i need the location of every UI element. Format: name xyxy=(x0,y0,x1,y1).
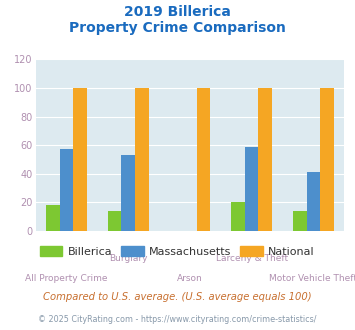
Bar xyxy=(197,88,210,231)
Bar xyxy=(293,211,307,231)
Bar xyxy=(231,202,245,231)
Bar xyxy=(60,149,73,231)
Text: Compared to U.S. average. (U.S. average equals 100): Compared to U.S. average. (U.S. average … xyxy=(43,292,312,302)
Bar xyxy=(46,205,60,231)
Text: All Property Crime: All Property Crime xyxy=(25,274,108,283)
Text: 2019 Billerica: 2019 Billerica xyxy=(124,5,231,19)
Bar xyxy=(307,172,320,231)
Bar xyxy=(121,155,135,231)
Bar xyxy=(245,147,258,231)
Text: Motor Vehicle Theft: Motor Vehicle Theft xyxy=(269,274,355,283)
Legend: Billerica, Massachusetts, National: Billerica, Massachusetts, National xyxy=(36,242,319,261)
Bar xyxy=(320,88,334,231)
Bar xyxy=(135,88,148,231)
Text: © 2025 CityRating.com - https://www.cityrating.com/crime-statistics/: © 2025 CityRating.com - https://www.city… xyxy=(38,315,317,324)
Text: Burglary: Burglary xyxy=(109,254,147,263)
Text: Arson: Arson xyxy=(177,274,203,283)
Bar xyxy=(258,88,272,231)
Bar xyxy=(73,88,87,231)
Text: Larceny & Theft: Larceny & Theft xyxy=(215,254,288,263)
Bar xyxy=(108,211,121,231)
Text: Property Crime Comparison: Property Crime Comparison xyxy=(69,21,286,35)
